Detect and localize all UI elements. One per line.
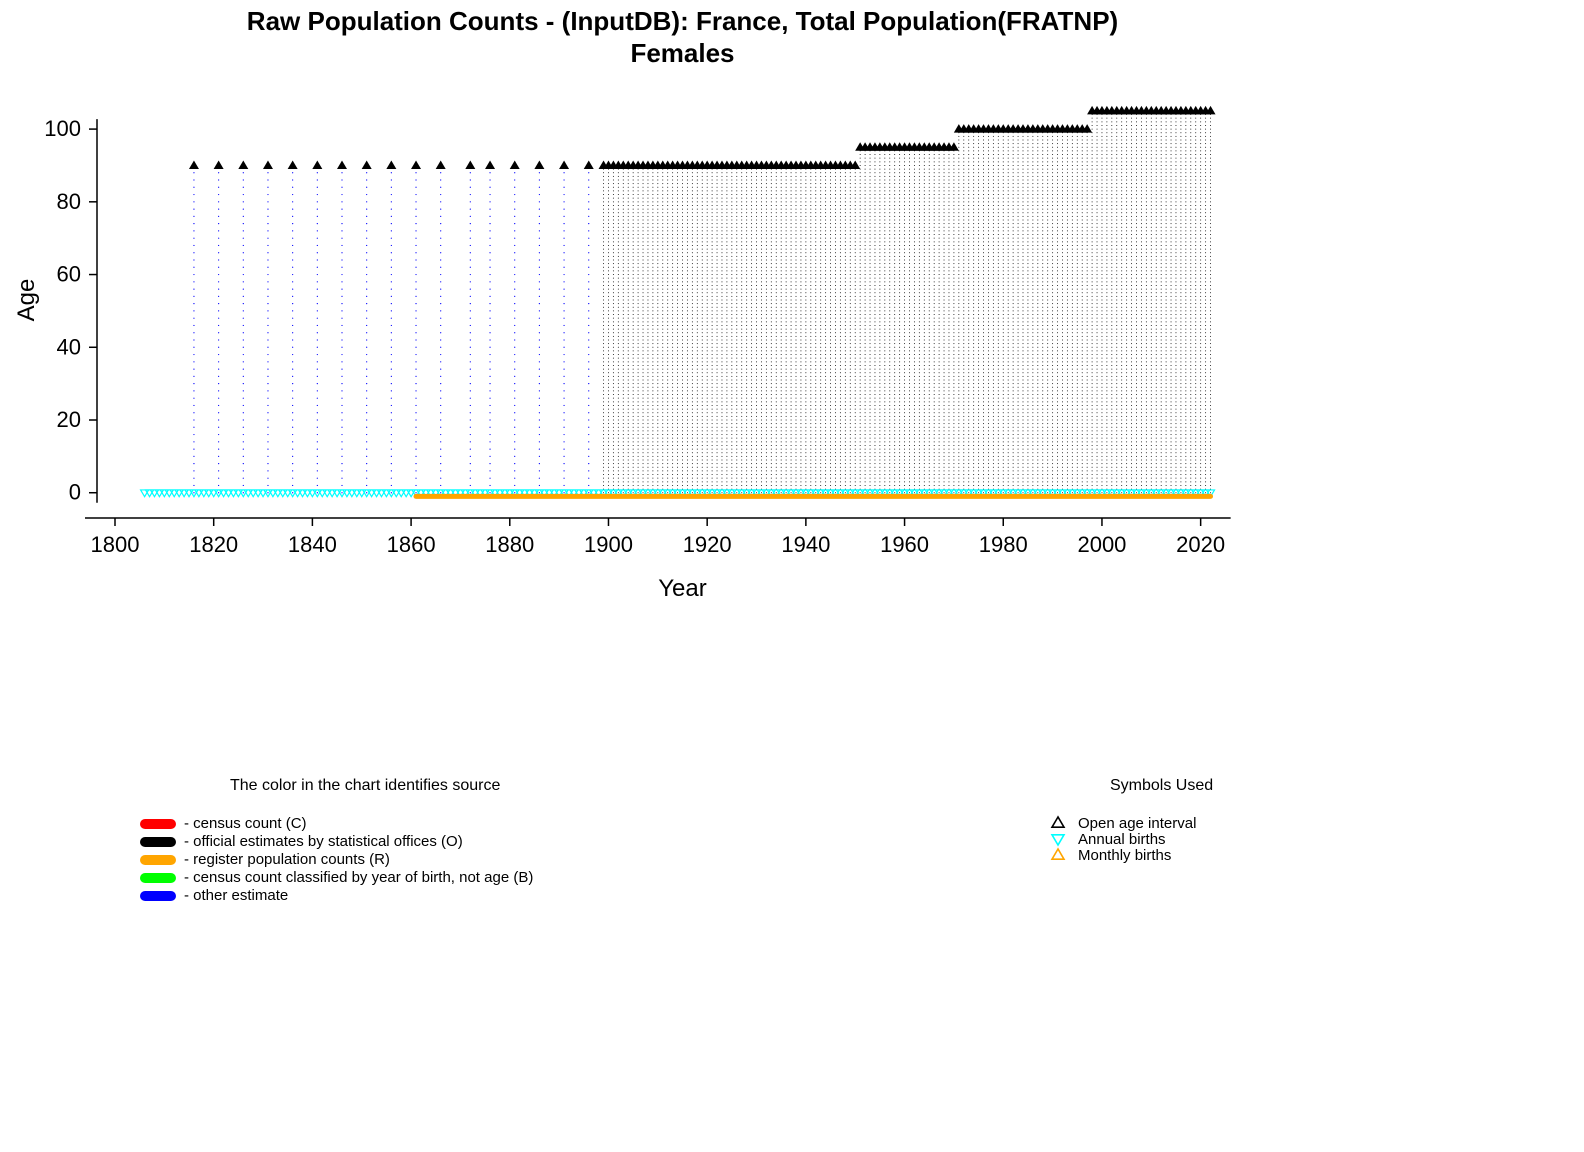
legend-swatch xyxy=(140,855,176,865)
x-axis-label: Year xyxy=(658,575,707,602)
legend-swatch xyxy=(140,837,176,847)
y-axis-label: Age xyxy=(13,279,40,322)
legend-source-label: - census count (C) xyxy=(184,815,307,832)
legend-symbol-label: Open age interval xyxy=(1078,815,1196,832)
legend-symbol-label: Monthly births xyxy=(1078,847,1171,864)
legend-swatch xyxy=(140,873,176,883)
legend-source-label: - official estimates by statistical offi… xyxy=(184,833,463,850)
legend-source-label: - register population counts (R) xyxy=(184,851,390,868)
legend-symbol-title: Symbols Used xyxy=(1110,777,1213,794)
chart-title-line1: Raw Population Counts - (InputDB): Franc… xyxy=(247,6,1118,36)
legend-swatch xyxy=(140,819,176,829)
legend-symbol-label: Annual births xyxy=(1078,831,1166,848)
legend-source-title: The color in the chart identifies source xyxy=(230,777,500,794)
legend-source-label: - other estimate xyxy=(184,887,288,904)
chart-container: Raw Population Counts - (InputDB): Franc… xyxy=(0,0,1584,1152)
population-chart: Raw Population Counts - (InputDB): Franc… xyxy=(0,0,1584,1152)
chart-title-line2: Females xyxy=(630,38,734,68)
legend-swatch xyxy=(140,891,176,901)
legend-source-label: - census count classified by year of bir… xyxy=(184,869,533,886)
